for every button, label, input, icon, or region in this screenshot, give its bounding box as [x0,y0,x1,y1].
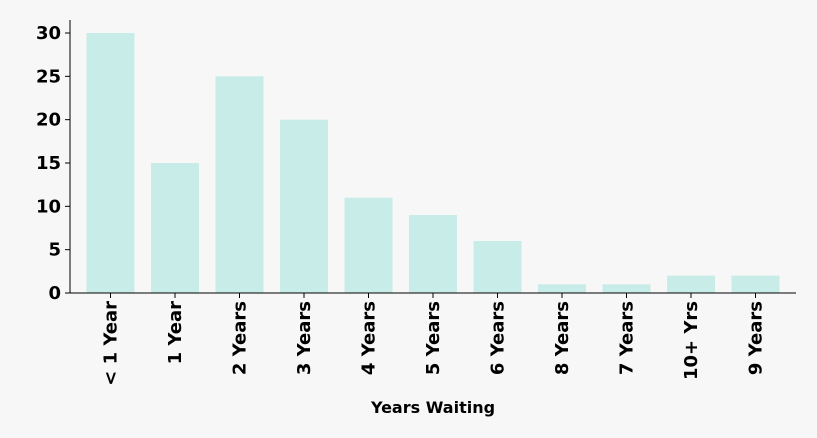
x-axis-title: Years Waiting [370,398,495,417]
bar-5 [409,215,457,293]
x-tick-label-2: 2 Years [230,301,251,375]
bar-4 [344,197,393,293]
x-tick-label-5: 5 Years [423,301,444,375]
x-tick-label-9: 10+ Yrs [681,301,702,380]
bar-8 [602,284,651,293]
y-tick-label-1: 5 [48,240,61,261]
y-tick-label-5: 25 [36,66,61,87]
y-tick-label-4: 20 [36,110,61,131]
bar-3 [280,119,328,294]
bar-0 [86,33,135,293]
x-tick-label-10: 9 Years [746,301,767,375]
x-tick-label-4: 4 Years [359,301,380,375]
bar-2 [215,76,264,293]
x-tick-label-7: 8 Years [552,301,573,375]
x-tick-label-3: 3 Years [294,301,315,375]
bars [86,33,780,294]
bar-6 [473,241,522,293]
x-tick-label-1: 1 Year [165,301,186,365]
y-tick-label-2: 10 [36,196,61,217]
x-tick-label-8: 7 Years [617,301,638,375]
y-axis: 0 5 10 15 20 25 30 [36,20,71,304]
x-tick-label-6: 6 Years [488,301,509,375]
y-tick-label-0: 0 [48,283,61,304]
bar-9 [667,275,715,293]
y-tick-label-6: 30 [36,23,61,44]
bar-10 [731,275,780,293]
bar-7 [538,284,586,293]
x-axis: < 1 Year 1 Year 2 Years 3 Years 4 Years 5 Yea… [70,292,796,386]
x-tick-label-0: < 1 Year [101,301,122,386]
bar-1 [151,163,199,293]
y-tick-label-3: 15 [36,153,61,174]
